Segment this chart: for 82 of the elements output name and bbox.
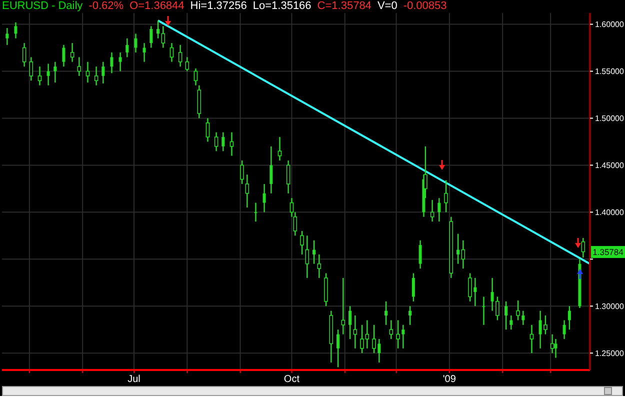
candlestick: [270, 146, 273, 194]
candlestick: [317, 254, 322, 279]
y-tick-label: 1.50000: [595, 114, 624, 124]
candlestick: [348, 306, 352, 340]
candlestick: [62, 44, 66, 68]
candlestick: [194, 68, 198, 86]
candlestick: [94, 66, 98, 86]
candlestick: [324, 272, 328, 307]
candlestick: [77, 56, 82, 77]
candlestick: [185, 56, 190, 72]
candlestick: [170, 42, 174, 62]
candlestick: [70, 42, 74, 62]
candlestick: [412, 272, 415, 302]
candlestick: [134, 33, 138, 54]
candlestick: [286, 160, 290, 194]
candlestick: [418, 240, 422, 270]
y-tick-label: 1.40000: [595, 208, 624, 218]
text: -0.62%: [88, 0, 124, 12]
x-tick-label: Jul: [128, 374, 140, 386]
text: 1.35784: [591, 246, 625, 258]
candlestick: [86, 61, 90, 84]
candlestick: [562, 320, 566, 340]
candlestick: [142, 42, 146, 62]
candlestick: [150, 26, 153, 48]
candlestick: [29, 56, 34, 82]
candlestick: [510, 314, 513, 330]
y-tick-label: 1.30000: [595, 302, 624, 311]
x-tick-label: '09: [442, 374, 456, 386]
candlestick: [245, 174, 250, 208]
candlestick: [6, 27, 9, 46]
candlestick: [38, 66, 42, 86]
candlestick: [262, 183, 266, 213]
candlestick: [178, 44, 182, 68]
candlestick: [389, 320, 394, 340]
candlestick: [353, 314, 358, 349]
candlestick: [278, 136, 282, 162]
candlestick: [46, 63, 50, 86]
candlestick: [530, 324, 534, 354]
candlestick: [554, 338, 558, 358]
text: C=1.35784: [317, 0, 372, 12]
candlestick: [550, 334, 554, 354]
candlestick: [14, 22, 18, 39]
candlestick: [408, 306, 412, 326]
chart-title: EURUSD - Daily: [2, 0, 83, 12]
candlestick: [230, 132, 234, 156]
text: -0.00853: [403, 0, 447, 12]
text: O=1.36844: [130, 0, 184, 12]
candlestick: [438, 197, 441, 222]
candlestick: [206, 118, 210, 142]
candlestick: [312, 240, 316, 264]
candlestick: [22, 42, 26, 68]
candlestick: [254, 202, 258, 222]
candlestick: [214, 132, 218, 152]
candlestick: [54, 61, 57, 84]
candlestick: [197, 84, 202, 119]
candlestick: [110, 52, 114, 74]
candlestick: [102, 61, 105, 84]
candlestick: [430, 199, 434, 222]
candlestick: [581, 237, 586, 258]
candlestick: [444, 180, 448, 213]
text: V=0: [377, 0, 398, 12]
candlestick: [240, 160, 244, 185]
candlestick: [504, 300, 508, 330]
text: Hi=1.37256: [190, 0, 247, 12]
candlestick: [305, 235, 310, 279]
candlestick: [341, 277, 346, 335]
candlestick: [161, 26, 166, 48]
y-tick-label: 1.55000: [595, 67, 624, 76]
candlestick: [568, 306, 571, 330]
candlestick: [300, 230, 304, 256]
y-tick-label: 1.25000: [595, 348, 624, 358]
y-tick-label: 1.45000: [595, 161, 624, 170]
candlestick: [126, 38, 129, 58]
candlestick: [482, 296, 486, 326]
candlestick: [336, 329, 340, 368]
candlestick: [156, 20, 160, 39]
candlestick: [118, 52, 122, 72]
candlestick: [384, 300, 388, 326]
text: Lo=1.35166: [252, 0, 312, 12]
candlestick: [222, 132, 225, 152]
y-tick-label: 1.60000: [595, 20, 624, 30]
x-tick-label: Oct: [284, 374, 300, 386]
